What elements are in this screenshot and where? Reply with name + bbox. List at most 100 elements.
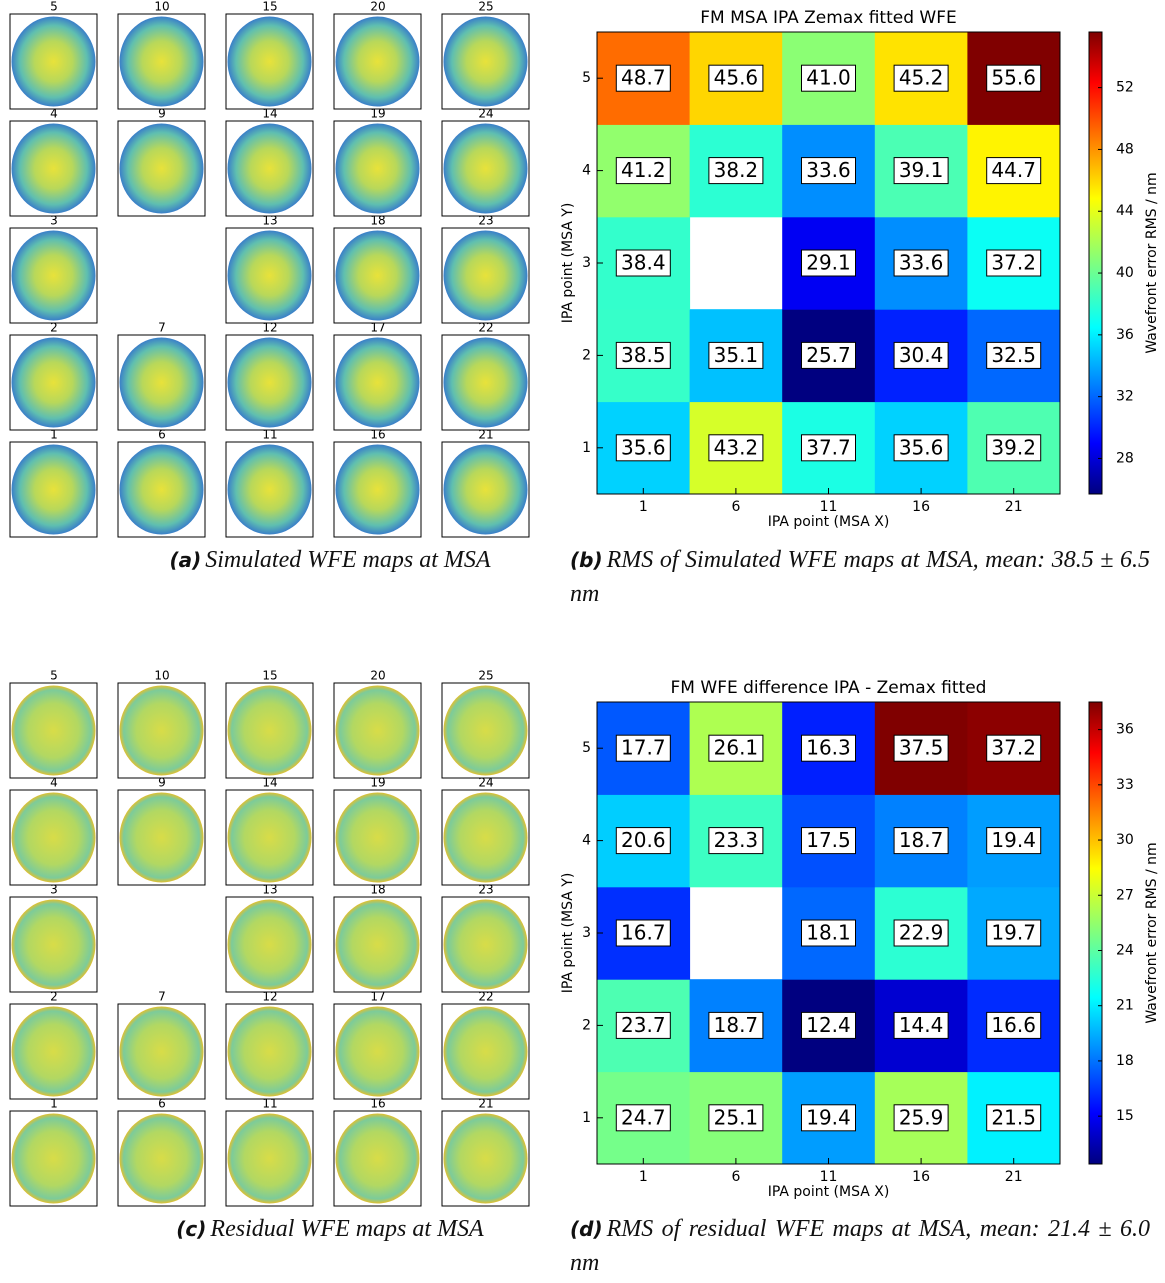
cell-label-box (708, 827, 764, 855)
map-label: 20 (370, 0, 385, 14)
cell-label: 37.2 (991, 736, 1036, 760)
wfe-map (335, 123, 420, 214)
map-label: 10 (154, 669, 169, 683)
x-tick-label: 1 (639, 1169, 648, 1185)
cell-label-box (986, 1104, 1042, 1132)
cell-label: 16.7 (621, 921, 666, 945)
cell-label-box (893, 64, 949, 92)
cell-label-box (986, 249, 1042, 277)
colorbar-tick-label: 33 (1116, 777, 1134, 793)
cell-label: 41.0 (806, 66, 851, 90)
cell-label-box (615, 827, 671, 855)
cell-label-box (801, 919, 856, 947)
x-axis-label: IPA point (MSA X) (768, 514, 890, 530)
cell-label: 23.3 (714, 828, 759, 852)
wfe-map (119, 16, 204, 107)
x-axis-label: IPA point (MSA X) (768, 1184, 890, 1200)
cell-label: 45.2 (899, 66, 944, 90)
colorbar-tick-label: 18 (1116, 1053, 1134, 1069)
cell-label-box (801, 249, 856, 277)
cell-label-box (893, 249, 949, 277)
cell-label-box (801, 827, 856, 855)
cell-label: 25.1 (714, 1105, 759, 1129)
cell-label: 19.4 (991, 828, 1036, 852)
caption-label: (a) (169, 548, 202, 572)
cell-label: 12.4 (806, 1013, 851, 1037)
map-label: 24 (478, 776, 493, 790)
cell-label-box (986, 157, 1042, 185)
colorbar-tick-label: 36 (1116, 327, 1134, 343)
cell-label: 25.9 (899, 1105, 944, 1129)
wfe-map (119, 1006, 204, 1097)
map-label: 7 (158, 990, 166, 1004)
wfe-map (119, 792, 204, 883)
map-label: 19 (370, 107, 385, 121)
cell-label-box (801, 64, 856, 92)
wfe-map (443, 899, 528, 990)
cell-label: 35.6 (899, 435, 944, 459)
y-tick-label: 1 (582, 1110, 591, 1126)
wfe-map (227, 16, 312, 107)
wfe-map (119, 685, 204, 776)
cell-label: 22.9 (899, 921, 944, 945)
wfe-map (443, 16, 528, 107)
map-label: 7 (158, 321, 166, 335)
wfe-map (11, 444, 96, 535)
cell-label-box (801, 1011, 856, 1039)
cell-label: 44.7 (991, 158, 1036, 182)
colorbar-label: Wavefront error RMS / nm (1144, 172, 1160, 353)
wfe-map (227, 123, 312, 214)
wfe-map (11, 16, 96, 107)
map-label: 17 (370, 990, 385, 1004)
y-tick-label: 4 (582, 833, 591, 849)
cell-label-box (893, 157, 949, 185)
wfe-map (227, 1006, 312, 1097)
caption-label: (b) (570, 548, 603, 572)
colorbar-tick-label: 27 (1116, 887, 1134, 903)
colorbar (1088, 701, 1103, 1165)
wfe-map (443, 123, 528, 214)
cell-label-box (615, 341, 671, 369)
map-label: 2 (50, 321, 58, 335)
cell-label: 38.5 (621, 343, 666, 367)
cell-label-box (708, 1104, 764, 1132)
cell-label-box (893, 434, 949, 462)
cell-label-box (986, 919, 1042, 947)
cell-label: 17.5 (806, 828, 851, 852)
map-label: 10 (154, 0, 169, 14)
cell-label: 19.4 (806, 1105, 851, 1129)
cell-label: 14.4 (899, 1013, 944, 1037)
map-label: 19 (370, 776, 385, 790)
wfe-map (227, 685, 312, 776)
y-tick-label: 3 (582, 255, 591, 271)
colorbar-tick-label: 21 (1116, 998, 1134, 1014)
cell-label: 18.7 (899, 828, 944, 852)
map-label: 4 (50, 107, 58, 121)
caption-text: RMS of residual WFE maps at MSA, mean: 2… (570, 1216, 1150, 1276)
cell-label-box (801, 341, 856, 369)
y-tick-label: 5 (582, 740, 591, 756)
y-tick-label: 2 (582, 347, 591, 363)
caption: (b) RMS of Simulated WFE maps at MSA, mea… (570, 543, 1150, 611)
cell-label-box (893, 827, 949, 855)
x-tick-label: 21 (1005, 499, 1023, 515)
cell-label: 39.2 (991, 435, 1036, 459)
y-axis-label: IPA point (MSA Y) (560, 873, 576, 994)
wfe-map (119, 1113, 204, 1204)
cell-label-box (708, 64, 764, 92)
cell-label: 33.6 (899, 251, 944, 275)
map-label: 1 (50, 428, 58, 442)
cell-label: 48.7 (621, 66, 666, 90)
caption-label: (c) (176, 1217, 207, 1241)
cell-label: 37.5 (899, 736, 944, 760)
cell-label: 33.6 (806, 158, 851, 182)
x-tick-label: 11 (820, 1169, 838, 1185)
map-label: 4 (50, 776, 58, 790)
cell-label: 19.7 (991, 921, 1036, 945)
wfe-map (335, 337, 420, 428)
cell-label: 16.6 (991, 1013, 1036, 1037)
cell-label-box (986, 341, 1042, 369)
wfe-map (227, 230, 312, 321)
map-label: 14 (262, 776, 277, 790)
